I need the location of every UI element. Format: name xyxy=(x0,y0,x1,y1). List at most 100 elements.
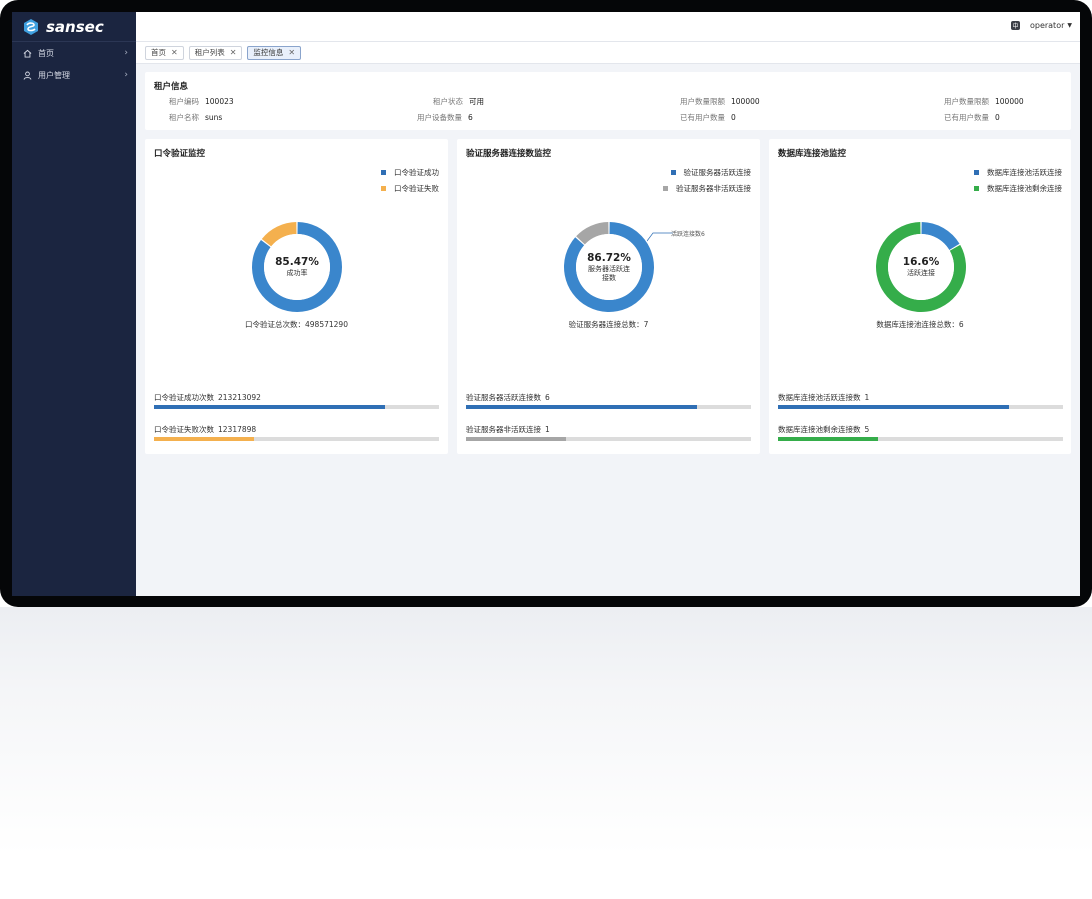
legend-label: 验证服务器活跃连接 xyxy=(683,167,752,177)
field-label: 已有用户数量 xyxy=(680,113,725,122)
legend-label: 数据库连接池活跃连接 xyxy=(987,167,1062,177)
bar-label-text: 口令验证成功次数 xyxy=(154,393,214,402)
bar-label-text: 数据库连接池剩余连接数 xyxy=(778,425,861,434)
donut-percent: 85.47% xyxy=(275,256,319,268)
chart-legend: 口令验证成功 口令验证失败 xyxy=(381,164,439,196)
language-switch-icon[interactable]: 中 xyxy=(1010,21,1020,30)
donut-svg xyxy=(876,222,966,312)
field-value: 0 xyxy=(995,113,1000,122)
tab-label: 监控信息 xyxy=(253,48,284,57)
progress-bar xyxy=(778,405,1063,409)
progress-fill xyxy=(466,437,566,441)
username[interactable]: operator xyxy=(1029,21,1065,30)
progress-fill xyxy=(154,437,254,441)
tab-label: 租户列表 xyxy=(194,48,225,57)
donut-center: 16.6% 活跃连接 xyxy=(875,221,967,313)
tenant-field: 租户名称 suns xyxy=(169,112,222,123)
password-verify-monitor-card: 口令验证监控 口令验证成功 口令验证失败 85.47% 成功率 口令验证总次数：… xyxy=(145,139,448,454)
donut-hole xyxy=(888,234,954,300)
db-pool-monitor-card: 数据库连接池监控 数据库连接池活跃连接 数据库连接池剩余连接 16.6% 活跃连… xyxy=(769,139,1071,454)
donut-slice-secondary[interactable] xyxy=(261,222,297,247)
card-title: 口令验证监控 xyxy=(154,149,206,159)
tenant-field: 已有用户数量 0 xyxy=(944,112,1000,123)
bar-label: 验证服务器活跃连接数 6 xyxy=(466,392,550,403)
app-logo[interactable]: sansec xyxy=(12,12,136,42)
progress-bar xyxy=(466,437,751,441)
sidebar-item-home[interactable]: 首页 › xyxy=(12,42,136,64)
donut-percent: 16.6% xyxy=(902,256,940,268)
legend-swatch xyxy=(974,169,979,175)
legend-swatch xyxy=(381,185,386,191)
close-icon[interactable]: ✕ xyxy=(288,48,296,57)
field-label: 用户设备数量 xyxy=(417,113,462,122)
total-count: 数据库连接池连接总数：6 xyxy=(876,320,964,329)
donut-percent: 86.72% xyxy=(587,251,631,264)
donut-slice-primary[interactable] xyxy=(921,222,960,250)
sidebar-item-user-management[interactable]: 用户管理 › xyxy=(12,64,136,86)
legend-swatch xyxy=(974,185,979,191)
top-bar: 中 operator ▼ xyxy=(136,12,1080,42)
tab-monitor-info[interactable]: 监控信息 ✕ xyxy=(247,45,302,60)
caret-down-icon[interactable]: ▼ xyxy=(1067,22,1072,29)
legend-label: 口令验证失败 xyxy=(394,183,439,193)
tenant-field: 用户数量限额 100000 xyxy=(680,96,760,107)
device-frame: sansec 首页 › 用户管理 › 中 operator ▼ xyxy=(0,0,1092,607)
screen-reflection xyxy=(0,607,1092,899)
bar-label-text: 数据库连接池活跃连接数 xyxy=(778,393,861,402)
logo-mark-icon xyxy=(24,18,38,35)
legend-item[interactable]: 验证服务器非活跃连接 xyxy=(663,180,751,196)
legend-item[interactable]: 数据库连接池剩余连接 xyxy=(974,180,1062,196)
total-count: 验证服务器连接总数：7 xyxy=(568,320,649,329)
field-label: 用户数量限额 xyxy=(680,97,725,106)
chart-legend: 验证服务器活跃连接 验证服务器非活跃连接 xyxy=(663,164,751,196)
progress-bar xyxy=(154,405,439,409)
user-menu[interactable]: 中 operator ▼ xyxy=(1010,21,1072,30)
donut-svg xyxy=(564,222,654,312)
app-screen: sansec 首页 › 用户管理 › 中 operator ▼ xyxy=(12,12,1080,596)
legend-item[interactable]: 口令验证成功 xyxy=(381,164,439,180)
progress-fill xyxy=(154,405,385,409)
close-icon[interactable]: ✕ xyxy=(229,48,237,57)
card-title: 数据库连接池监控 xyxy=(778,149,847,159)
card-title: 验证服务器连接数监控 xyxy=(466,149,552,159)
tenant-info-card: 租户信息 租户编码 100023 租户状态 可用 用户数量限额 100000 用户数量… xyxy=(145,72,1071,130)
field-label: 租户名称 xyxy=(169,113,199,122)
tenant-field: 租户编码 100023 xyxy=(169,96,234,107)
main-content: 租户信息 租户编码 100023 租户状态 可用 用户数量限额 100000 用户数量… xyxy=(136,64,1080,596)
donut-svg xyxy=(252,222,342,312)
field-value: 可用 xyxy=(469,97,484,106)
legend-label: 口令验证成功 xyxy=(394,167,439,177)
chevron-right-icon: › xyxy=(124,70,128,80)
legend-label: 验证服务器非活跃连接 xyxy=(676,183,751,193)
donut-label: 成功率 xyxy=(286,269,308,277)
field-value: suns xyxy=(205,113,223,122)
close-icon[interactable]: ✕ xyxy=(171,48,178,57)
logo-text: sansec xyxy=(46,17,104,36)
bar-label-text: 验证服务器非活跃连接 xyxy=(466,425,541,434)
tab-tenant-list[interactable]: 租户列表 ✕ xyxy=(188,45,243,60)
donut-chart: 85.47% 成功率 xyxy=(251,221,343,313)
bar-label: 口令验证成功次数 213213092 xyxy=(154,392,261,403)
donut-center: 85.47% 成功率 xyxy=(251,221,343,313)
field-label: 租户状态 xyxy=(433,97,463,106)
legend-item[interactable]: 数据库连接池活跃连接 xyxy=(974,164,1062,180)
donut-label: 服务器活跃连接数 xyxy=(588,264,630,282)
donut-hole xyxy=(576,234,642,300)
card-title: 租户信息 xyxy=(154,82,189,92)
field-value: 100000 xyxy=(731,97,760,106)
tab-home[interactable]: 首页 ✕ xyxy=(145,45,184,60)
sidebar: sansec 首页 › 用户管理 › xyxy=(12,12,136,596)
progress-bar xyxy=(778,437,1063,441)
field-value: 100000 xyxy=(995,97,1024,106)
donut-slice-secondary[interactable] xyxy=(576,222,609,245)
legend-item[interactable]: 验证服务器活跃连接 xyxy=(663,164,751,180)
bar-label-text: 口令验证失败次数 xyxy=(154,425,214,434)
progress-fill xyxy=(778,437,878,441)
tenant-field: 租户状态 可用 xyxy=(433,96,484,107)
progress-bar xyxy=(466,405,751,409)
legend-item[interactable]: 口令验证失败 xyxy=(381,180,439,196)
progress-fill xyxy=(466,405,697,409)
bar-label: 数据库连接池活跃连接数 1 xyxy=(778,392,869,403)
field-label: 租户编码 xyxy=(169,97,199,106)
field-label: 已有用户数量 xyxy=(944,113,989,122)
